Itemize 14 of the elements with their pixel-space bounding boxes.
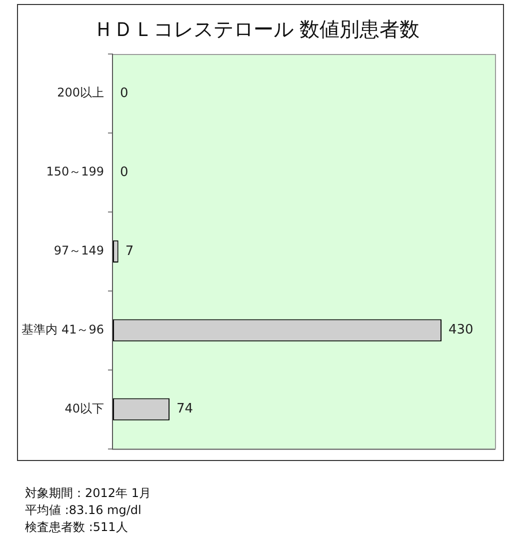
y-tick-label: 200以上 [57,86,104,100]
data-label: 430 [448,322,474,338]
text: 対象期間：2012年 1月 [25,485,151,502]
y-tick-label: 97～149 [54,244,104,258]
text: 検査患者数 :511人 [25,519,129,536]
data-label: 0 [120,86,128,101]
y-tick-label: 基準内 41～96 [22,322,104,336]
data-label: 0 [120,164,128,180]
y-tick-label: 150～199 [46,164,104,179]
chart-title: ＨＤＬコレステロール 数値別患者数 [93,17,420,42]
text: 平均値 :83.16 mg/dl [25,502,142,519]
y-tick-label: 40以下 [64,401,104,416]
data-label: 74 [176,402,194,417]
data-label: 7 [125,244,134,259]
